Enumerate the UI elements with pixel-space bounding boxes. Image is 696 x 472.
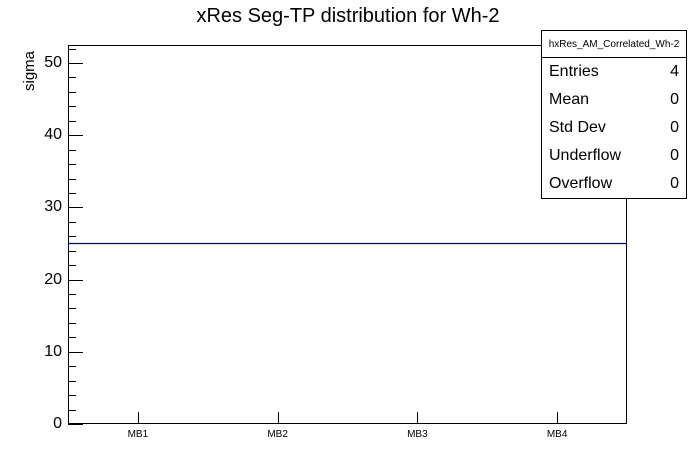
chart-title: xRes Seg-TP distribution for Wh-2 [196,5,500,27]
stats-box: hxRes_AM_Correlated_Wh-2 Entries 4 Mean … [541,30,687,199]
stats-label: Overflow [549,175,613,192]
stats-value: 0 [670,91,679,108]
stats-row-entries: Entries 4 [542,58,686,86]
stats-row-stddev: Std Dev 0 [542,114,686,142]
stats-rows: Entries 4 Mean 0 Std Dev 0 Underflow 0 O… [542,58,686,198]
stats-label: Underflow [549,147,622,164]
stats-label: Mean [549,91,590,108]
y-tick-label: 30 [44,198,62,216]
stats-row-underflow: Underflow 0 [542,142,686,170]
y-tick-label: 40 [44,126,62,144]
x-tick-label: MB1 [127,429,149,440]
x-tick-label: MB2 [267,429,288,440]
stats-value: 0 [670,175,679,192]
stats-label: Entries [549,63,599,80]
x-tick-label: MB3 [407,429,428,440]
stats-row-mean: Mean 0 [542,86,686,114]
stats-value: 4 [670,63,679,80]
stats-box-title: hxRes_AM_Correlated_Wh-2 [542,31,686,58]
x-tick-label: MB4 [546,429,568,440]
y-tick-label: 10 [44,342,62,360]
stats-value: 0 [670,119,679,136]
y-tick-label: 0 [53,415,62,432]
y-tick-label: 20 [44,270,62,288]
plot-frame [68,45,627,424]
axis-ticks [68,49,558,425]
stats-value: 0 [670,147,679,164]
y-tick-label: 50 [44,54,62,72]
stats-row-overflow: Overflow 0 [542,170,686,198]
stats-label: Std Dev [549,119,606,136]
